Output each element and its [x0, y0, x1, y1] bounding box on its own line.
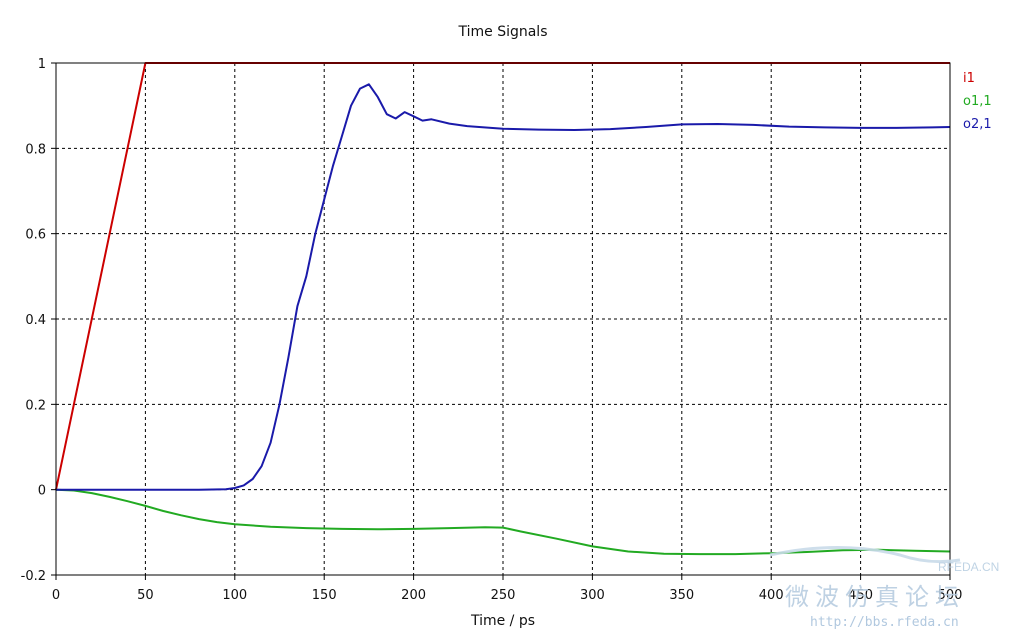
legend: i1 o1,1 o2,1 — [963, 71, 992, 132]
y-tick-label: 0 — [38, 484, 46, 499]
watermark-url: http://bbs.rfeda.cn — [810, 615, 959, 630]
watermark-swoosh — [769, 546, 961, 564]
legend-entry: o1,1 — [963, 94, 992, 109]
x-tick-label: 500 — [938, 588, 963, 603]
axis-ticks: 0 50 100 150 200 250 300 350 400 450 500 -0.2 0 0.2 0.… — [21, 57, 963, 603]
legend-entry: i1 — [963, 71, 975, 86]
watermark-chinese-text: 微波仿真论坛 — [785, 583, 965, 611]
y-tick-label: 0.2 — [25, 398, 46, 413]
x-tick-label: 100 — [222, 588, 247, 603]
x-tick-label: 300 — [580, 588, 605, 603]
x-tick-label: 400 — [759, 588, 784, 603]
x-tick-label: 350 — [669, 588, 694, 603]
watermark-logo: RFEDA.CN — [938, 560, 999, 574]
legend-entry: o2,1 — [963, 117, 992, 132]
y-tick-label: 0.4 — [25, 313, 46, 328]
x-tick-label: 50 — [137, 588, 154, 603]
x-tick-label: 450 — [848, 588, 873, 603]
chart-title: Time Signals — [457, 24, 547, 40]
x-tick-label: 0 — [52, 588, 60, 603]
y-tick-label: 0.6 — [25, 228, 46, 243]
grid — [56, 63, 950, 575]
x-tick-label: 150 — [312, 588, 337, 603]
watermark: RFEDA.CN 微波仿真论坛 http://bbs.rfeda.cn — [769, 546, 999, 630]
x-tick-label: 250 — [491, 588, 516, 603]
series-line-o1-1 — [55, 488, 951, 556]
y-tick-label: 0.8 — [25, 142, 46, 157]
y-tick-label: -0.2 — [21, 569, 46, 584]
x-tick-label: 200 — [401, 588, 426, 603]
series-line-o2-1 — [56, 83, 951, 491]
x-axis-label: Time / ps — [470, 613, 535, 629]
y-tick-label: 1 — [38, 57, 46, 72]
